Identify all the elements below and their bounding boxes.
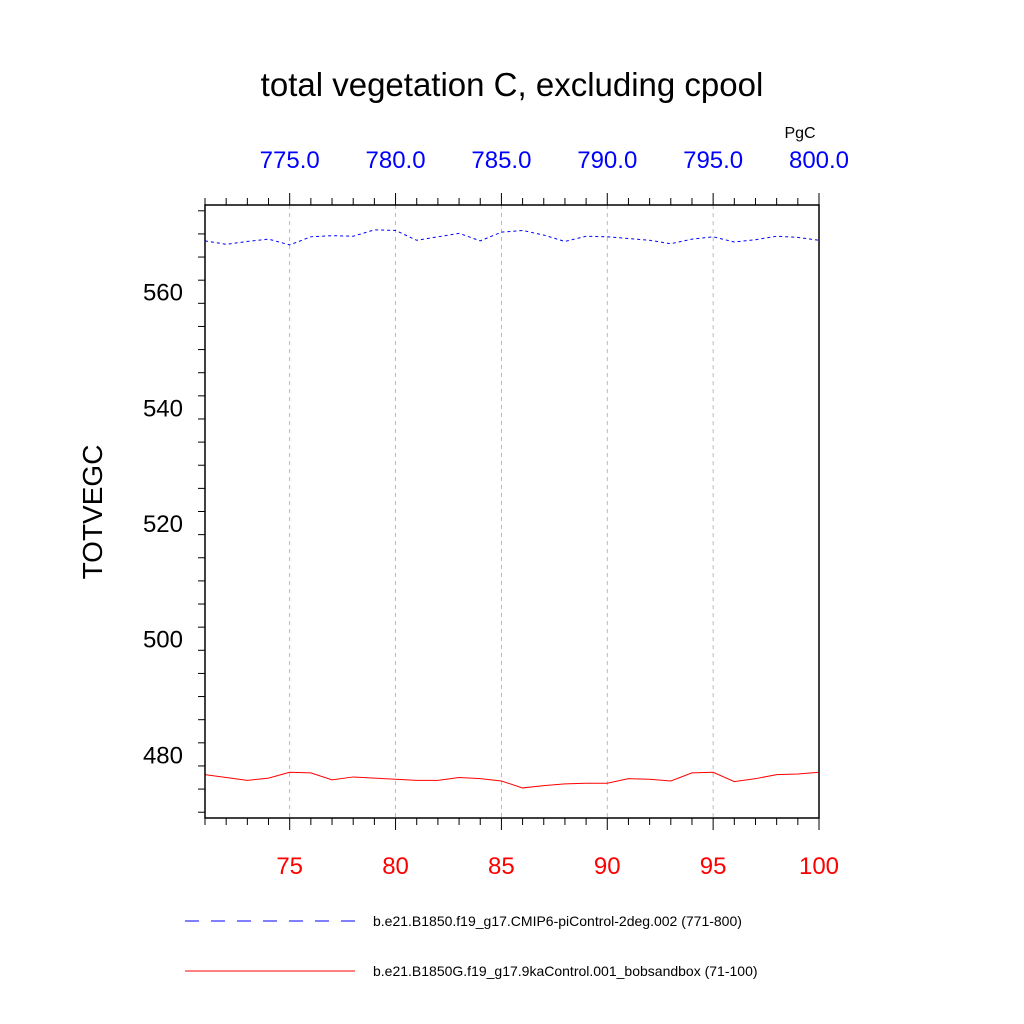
top-tick-label: 780.0 (366, 147, 426, 174)
legend-label-1: b.e21.B1850.f19_g17.CMIP6-piControl-2deg… (373, 913, 742, 929)
top-tick-label: 795.0 (683, 147, 743, 174)
bottom-tick-label: 100 (799, 853, 839, 880)
chart-title: total vegetation C, excluding cpool (261, 66, 764, 103)
bottom-tick-label: 75 (276, 853, 303, 880)
left-tick-label: 500 (143, 627, 183, 654)
bottom-tick-label: 95 (700, 853, 727, 880)
legend: b.e21.B1850.f19_g17.CMIP6-piControl-2deg… (185, 913, 758, 979)
bottom-tick-label: 85 (488, 853, 515, 880)
top-axis-units: PgC (784, 125, 815, 142)
left-tick-label: 520 (143, 511, 183, 538)
left-tick-label: 480 (143, 742, 183, 769)
series-line-1 (204, 229, 820, 246)
grid (289, 205, 714, 818)
top-tick-label: 785.0 (471, 147, 531, 174)
tick-labels: 75 80 85 90 95 100 775.0 780.0 785.0 790.0 795.0 80… (143, 147, 849, 880)
series-layer (204, 229, 820, 789)
left-tick-label: 560 (143, 280, 183, 307)
plot-frame (204, 204, 820, 819)
y-axis-label: TOTVEGC (77, 445, 108, 580)
axis-ticks (198, 193, 820, 830)
left-tick-label: 540 (143, 395, 183, 422)
legend-label-2: b.e21.B1850G.f19_g17.9kaControl.001_bobs… (373, 963, 758, 979)
top-tick-label: 775.0 (260, 147, 320, 174)
bottom-tick-label: 90 (594, 853, 621, 880)
series-line-2 (204, 771, 820, 789)
top-tick-label: 800.0 (789, 147, 849, 174)
top-tick-label: 790.0 (577, 147, 637, 174)
bottom-tick-label: 80 (382, 853, 409, 880)
